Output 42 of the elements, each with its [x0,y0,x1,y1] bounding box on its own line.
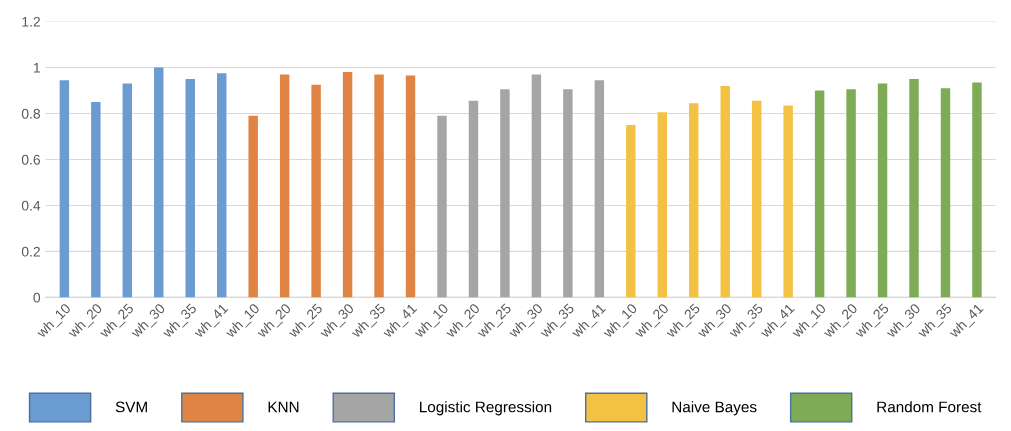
bar [783,105,793,298]
bar [689,103,699,298]
bar [563,89,573,298]
y-tick-label: 0.4 [21,200,41,211]
bar [877,83,888,298]
y-tick-label: 0 [33,292,41,303]
legend-label: SVM [115,401,147,413]
bar [500,89,510,298]
bar [909,79,919,298]
y-tick-label: 1.2 [22,16,40,27]
bar [248,115,258,298]
bar [594,80,605,298]
bar [437,115,447,298]
bar [122,83,133,298]
bar [374,74,384,298]
y-tick-label: 1 [33,63,40,73]
bar [468,100,479,298]
legend-label: Naive Bayes [672,401,757,416]
bar [217,73,227,298]
bar [657,112,667,298]
bar [531,74,542,298]
bar [846,89,856,298]
y-tick-label: 0.8 [21,108,41,119]
y-tick-label: 0.6 [21,154,41,165]
bar [751,100,762,298]
bar [342,72,353,298]
legend-label: Random Forest [877,401,982,413]
bar [720,85,730,298]
bar [626,124,636,298]
bar [405,75,416,298]
bar [59,80,70,298]
bar [972,82,982,298]
bar [940,88,951,298]
bar [311,84,321,298]
bar [279,74,290,298]
bar [814,90,825,298]
legend-label: Logistic Regression [420,401,552,416]
bar [91,102,101,298]
legend-label: KNN [268,401,299,413]
y-tick-label: 0.2 [21,246,40,257]
bar [154,67,164,298]
bar [185,79,195,298]
